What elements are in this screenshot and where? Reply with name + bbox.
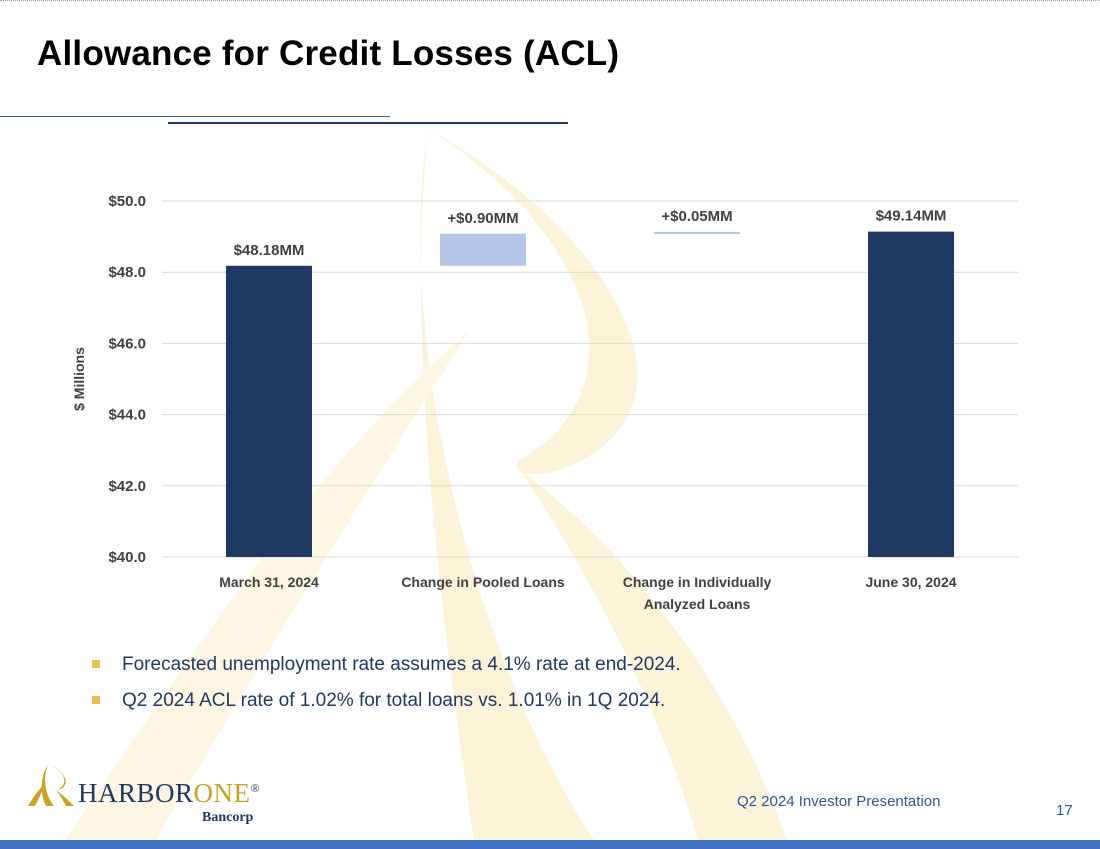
y-axis-ticks: $40.0 $42.0 $44.0 $46.0 $48.0 $50.0 xyxy=(108,193,146,566)
x-category-label: Change in Individually xyxy=(623,574,772,590)
bottom-accent-bar xyxy=(0,840,1100,849)
sail-logo-icon xyxy=(28,764,74,806)
y-tick-label: $48.0 xyxy=(108,264,146,281)
bullet-text: Q2 2024 ACL rate of 1.02% for total loan… xyxy=(122,690,666,711)
bullet-item: Forecasted unemployment rate assumes a 4… xyxy=(92,653,681,689)
y-tick-label: $42.0 xyxy=(108,478,146,495)
total-bar xyxy=(226,265,312,557)
title-underline-accent xyxy=(168,122,568,124)
y-axis-title: $ Millions xyxy=(71,347,87,411)
y-tick-label: $50.0 xyxy=(108,193,146,210)
bar-data-label: +$0.90MM xyxy=(447,210,518,227)
y-tick-label: $44.0 xyxy=(108,407,146,424)
x-axis-categories: March 31, 2024 Change in Pooled Loans Chan… xyxy=(219,574,957,612)
change-bar xyxy=(440,233,526,266)
bar-data-label: $49.14MM xyxy=(876,208,947,225)
x-category-label: June 30, 2024 xyxy=(865,574,956,590)
bullet-marker xyxy=(92,660,100,668)
change-bar xyxy=(654,231,740,234)
bullet-marker xyxy=(92,696,100,704)
harborone-logo: HARBORONE® Bancorp xyxy=(26,760,286,830)
bar-data-label: $48.18MM xyxy=(234,242,305,259)
bullet-item: Q2 2024 ACL rate of 1.02% for total loan… xyxy=(92,689,681,725)
data-labels: $48.18MM +$0.90MM +$0.05MM $49.14MM xyxy=(234,208,947,259)
x-category-label: March 31, 2024 xyxy=(219,574,319,590)
y-tick-label: $46.0 xyxy=(108,335,146,352)
bar-data-label: +$0.05MM xyxy=(661,208,732,225)
page-title: Allowance for Credit Losses (ACL) xyxy=(37,34,620,73)
logo-registered-mark: ® xyxy=(250,781,261,795)
total-bar xyxy=(868,231,954,557)
acl-waterfall-chart: $40.0 $42.0 $44.0 $46.0 $48.0 $50.0 $48.18MM +… xyxy=(71,193,1018,612)
logo-wordmark-one: ONE xyxy=(193,778,251,808)
title-underline xyxy=(0,116,390,117)
footer-presentation-title: Q2 2024 Investor Presentation xyxy=(737,793,941,810)
page-number: 17 xyxy=(1056,802,1073,819)
bars xyxy=(226,231,954,557)
logo-wordmark: HARBORONE® xyxy=(78,778,260,809)
x-category-label: Change in Pooled Loans xyxy=(401,574,565,590)
bullet-list: Forecasted unemployment rate assumes a 4… xyxy=(92,653,681,725)
x-category-label: Analyzed Loans xyxy=(644,596,751,612)
bullet-text: Forecasted unemployment rate assumes a 4… xyxy=(122,654,681,675)
top-dotted-border xyxy=(0,0,1100,1)
y-tick-label: $40.0 xyxy=(108,549,146,566)
logo-wordmark-harbor: HARBOR xyxy=(78,778,194,808)
logo-subtitle: Bancorp xyxy=(202,810,254,825)
